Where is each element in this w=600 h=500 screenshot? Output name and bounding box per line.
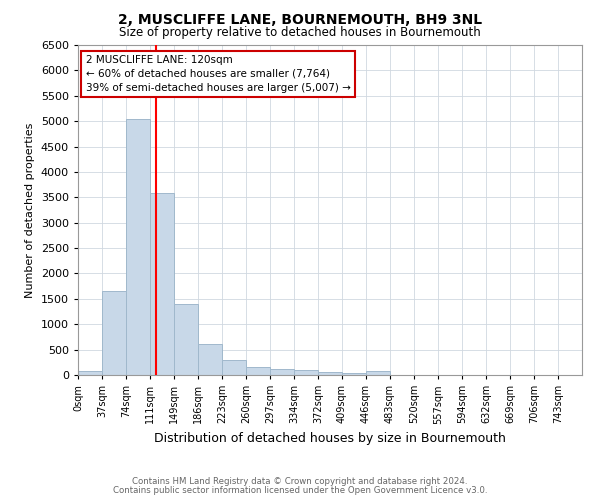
X-axis label: Distribution of detached houses by size in Bournemouth: Distribution of detached houses by size … [154,432,506,445]
Bar [198,344,222,375]
Bar [126,118,150,375]
Text: Size of property relative to detached houses in Bournemouth: Size of property relative to detached ho… [119,26,481,39]
Text: 2 MUSCLIFFE LANE: 120sqm
← 60% of detached houses are smaller (7,764)
39% of sem: 2 MUSCLIFFE LANE: 120sqm ← 60% of detach… [86,55,350,93]
Bar [222,360,246,375]
Text: Contains HM Land Registry data © Crown copyright and database right 2024.: Contains HM Land Registry data © Crown c… [132,477,468,486]
Bar [246,367,270,375]
Bar [318,372,342,375]
Bar [294,370,318,375]
Text: Contains public sector information licensed under the Open Government Licence v3: Contains public sector information licen… [113,486,487,495]
Bar [174,304,198,375]
Bar [150,193,174,375]
Bar [270,368,294,375]
Y-axis label: Number of detached properties: Number of detached properties [25,122,35,298]
Text: 2, MUSCLIFFE LANE, BOURNEMOUTH, BH9 3NL: 2, MUSCLIFFE LANE, BOURNEMOUTH, BH9 3NL [118,12,482,26]
Bar [342,374,366,375]
Bar [102,291,126,375]
Bar [78,371,102,375]
Bar [366,372,390,375]
